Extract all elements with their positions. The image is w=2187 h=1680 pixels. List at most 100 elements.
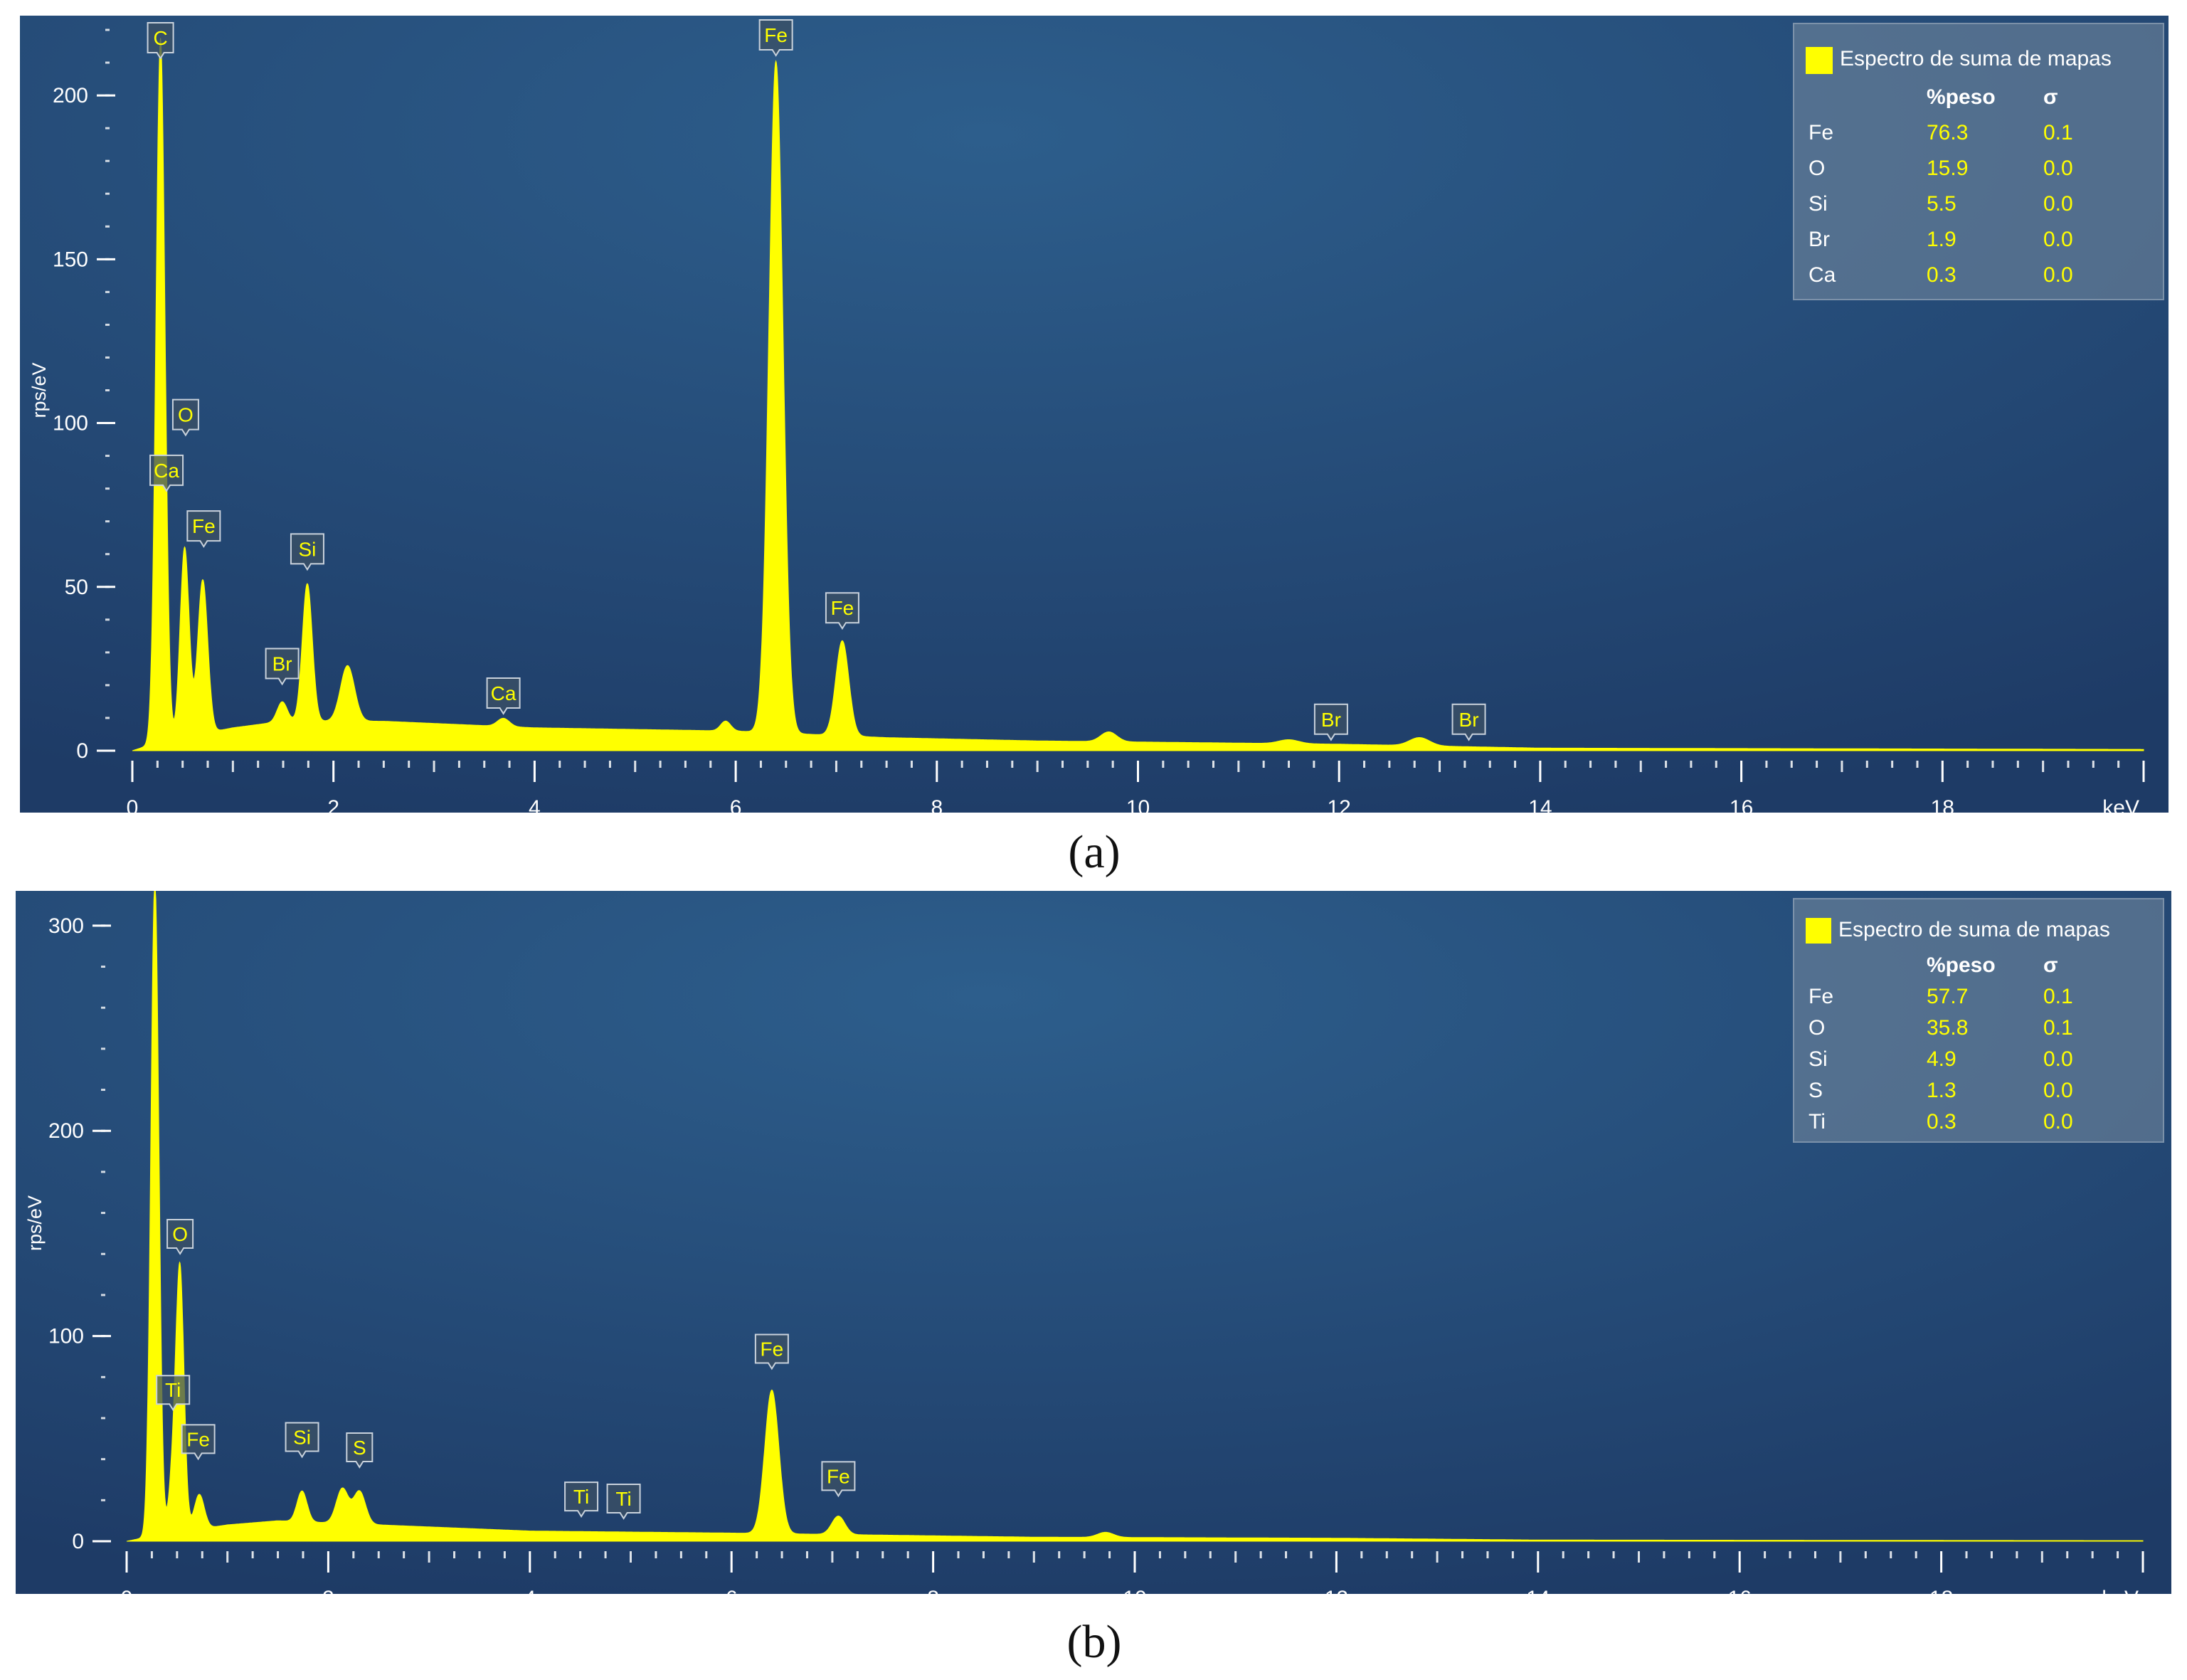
- y-tick-label: 300: [48, 914, 84, 938]
- x-tick-label: 6: [726, 1587, 738, 1594]
- legend-sigma: 0.0: [2043, 1110, 2073, 1134]
- legend-sigma: 0.0: [2043, 192, 2073, 216]
- peak-label-text: O: [178, 404, 194, 426]
- legend-header-sigma: σ: [2043, 85, 2058, 109]
- legend-weight: 4.9: [1927, 1047, 1956, 1071]
- x-tick-label: 18: [1931, 796, 1954, 813]
- x-tick-label: 12: [1328, 796, 1351, 813]
- legend-element: Si: [1809, 1047, 1828, 1071]
- x-tick-label: 18: [1929, 1587, 1953, 1594]
- legend-weight: 0.3: [1927, 263, 1956, 287]
- peak-label: Fe: [186, 510, 221, 549]
- spectrum-panel-b: 0 100 200 300 0 2 4 6 8 10 12 14 16 18 keV rps/eV O Ti Fe S…: [16, 891, 2171, 1594]
- peak-label-box: [486, 677, 521, 715]
- x-tick-label: 2: [327, 796, 339, 813]
- peak-label-box: [1313, 703, 1348, 741]
- legend-weight: 35.8: [1927, 1016, 1969, 1040]
- legend-element: Ca: [1809, 263, 1836, 287]
- peak-label: Br: [1451, 703, 1486, 741]
- peak-label-box: [156, 1375, 191, 1412]
- legend-box: Espectro de suma de mapas %peso σ Fe 76.…: [1793, 23, 2164, 300]
- x-tick-label: 8: [927, 1587, 939, 1594]
- peak-label: Fe: [825, 592, 859, 630]
- peak-label-text: Fe: [186, 1428, 210, 1450]
- peak-label-text: Br: [1321, 709, 1341, 731]
- peak-label: Si: [290, 533, 324, 571]
- x-tick-label: 2: [322, 1587, 334, 1594]
- peak-label-box: [166, 1219, 194, 1255]
- peak-label-text: Si: [298, 538, 316, 560]
- legend-weight: 5.5: [1927, 192, 1956, 216]
- peak-label-text: Br: [1459, 709, 1479, 731]
- y-tick-label: 200: [48, 1119, 84, 1143]
- y-tick-label: 0: [76, 739, 88, 763]
- legend-title: Espectro de suma de mapas: [1840, 47, 2112, 70]
- legend-element: Si: [1809, 192, 1828, 216]
- legend-swatch: [1806, 918, 1831, 944]
- legend-element: Fe: [1809, 985, 1834, 1008]
- legend-element: Ti: [1809, 1110, 1826, 1134]
- peak-label: Ca: [149, 454, 184, 492]
- legend-box: Espectro de suma de mapas %peso σ Fe 57.…: [1793, 898, 2164, 1143]
- spectrum-area: [132, 38, 2144, 751]
- peak-label-box: [186, 510, 221, 549]
- peak-label-text: S: [353, 1437, 366, 1459]
- y-axis-label: rps/eV: [28, 362, 50, 418]
- peak-label: Fe: [758, 19, 793, 57]
- peak-label: C: [147, 22, 174, 60]
- peak-label: O: [171, 398, 199, 437]
- peak-label: S: [346, 1432, 374, 1469]
- legend-header-peso: %peso: [1927, 953, 1996, 977]
- x-tick-label: 4: [529, 796, 541, 813]
- peak-label-text: Ti: [615, 1488, 631, 1510]
- legend-sigma: 0.0: [2043, 1079, 2073, 1102]
- peak-label-text: O: [172, 1223, 188, 1245]
- legend-element: O: [1809, 1016, 1826, 1040]
- peak-label: Fe: [821, 1461, 856, 1498]
- peak-label-text: Fe: [831, 597, 854, 619]
- peak-label-text: Fe: [827, 1465, 850, 1487]
- x-tick-label: 10: [1123, 1587, 1146, 1594]
- x-tick-label: 10: [1126, 796, 1150, 813]
- x-tick-label: 0: [121, 1587, 133, 1594]
- peak-label: Ti: [606, 1484, 641, 1520]
- legend-title: Espectro de suma de mapas: [1838, 918, 2110, 941]
- peak-label-text: C: [153, 27, 167, 49]
- peak-label-text: Fe: [761, 1338, 784, 1361]
- x-tick-label: 14: [1528, 796, 1552, 813]
- legend-element: Br: [1809, 228, 1830, 251]
- peak-label-box: [147, 22, 174, 60]
- legend-header-sigma: σ: [2043, 953, 2058, 977]
- peak-label-box: [149, 454, 184, 492]
- peak-label: Br: [1313, 703, 1348, 741]
- y-tick-label: 150: [53, 248, 88, 271]
- peak-label-box: [825, 592, 859, 630]
- x-tick-label: 14: [1526, 1587, 1550, 1594]
- peak-label-box: [1451, 703, 1486, 741]
- peak-label: Fe: [181, 1424, 216, 1461]
- peak-label-box: [821, 1461, 856, 1498]
- legend-weight: 1.3: [1927, 1079, 1956, 1102]
- peak-label-box: [606, 1484, 641, 1520]
- legend-weight: 15.9: [1927, 157, 1969, 180]
- legend-weight: 76.3: [1927, 121, 1969, 144]
- x-tick-label: 8: [931, 796, 943, 813]
- peak-label-text: Ti: [165, 1379, 181, 1401]
- x-axis-label: keV: [2102, 1587, 2139, 1594]
- peak-label: Br: [265, 648, 300, 686]
- legend-sigma: 0.0: [2043, 263, 2073, 287]
- peak-label-box: [265, 648, 300, 686]
- peak-label-box: [290, 533, 324, 571]
- peak-label-text: Fe: [192, 515, 216, 537]
- peak-label-text: Ca: [154, 460, 179, 482]
- peak-label-box: [285, 1422, 319, 1459]
- legend-element: Fe: [1809, 121, 1834, 144]
- legend-element: O: [1809, 157, 1826, 180]
- peak-label-text: Fe: [764, 24, 788, 46]
- figure-caption-a: (a): [1068, 826, 1121, 878]
- legend-sigma: 0.0: [2043, 1047, 2073, 1071]
- y-tick-label: 100: [53, 412, 88, 435]
- peak-label: Fe: [754, 1333, 789, 1370]
- legend-weight: 0.3: [1927, 1110, 1956, 1134]
- peak-label: Ca: [486, 677, 521, 715]
